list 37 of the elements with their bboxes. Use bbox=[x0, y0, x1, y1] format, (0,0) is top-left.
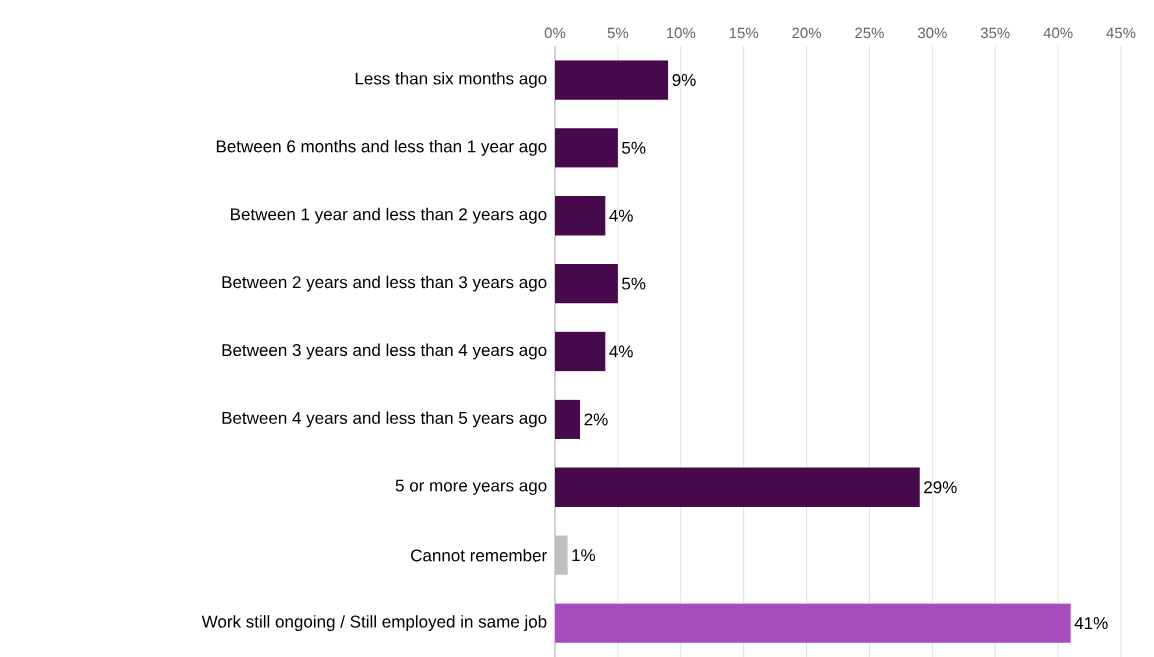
x-tick-label: 45% bbox=[1106, 27, 1136, 39]
data-label: 1% bbox=[572, 549, 596, 562]
x-tick-label: 35% bbox=[980, 27, 1010, 39]
bar bbox=[555, 263, 618, 304]
data-label: 5% bbox=[622, 277, 646, 290]
x-tick-label: 0% bbox=[544, 27, 566, 39]
x-tick-label: 30% bbox=[917, 27, 947, 39]
bar bbox=[555, 331, 606, 372]
x-tick-label: 10% bbox=[666, 27, 696, 39]
data-label: 29% bbox=[924, 481, 957, 494]
bar bbox=[555, 399, 581, 440]
data-label: 4% bbox=[609, 345, 633, 358]
y-tick-label: 5 or more years ago bbox=[395, 479, 547, 495]
x-tick-label: 5% bbox=[607, 27, 629, 39]
bar bbox=[555, 467, 920, 507]
data-label: 4% bbox=[609, 209, 633, 222]
data-label: 2% bbox=[584, 413, 608, 426]
data-label: 9% bbox=[672, 73, 696, 86]
bar bbox=[555, 60, 669, 100]
x-tick-label: 20% bbox=[792, 27, 822, 39]
data-label: 5% bbox=[622, 141, 646, 154]
y-tick-label: Less than six months ago bbox=[355, 72, 547, 88]
x-tick-label: 15% bbox=[729, 27, 759, 39]
bar bbox=[555, 535, 568, 575]
y-tick-label: Between 2 years and less than 3 years ago bbox=[222, 275, 547, 292]
y-tick-label: Between 4 years and less than 5 years ago bbox=[222, 411, 547, 428]
y-tick-label: Cannot remember bbox=[411, 548, 547, 562]
x-tick-label: 40% bbox=[1043, 27, 1073, 39]
bar bbox=[555, 603, 1071, 643]
data-label: 41% bbox=[1074, 617, 1108, 630]
y-tick-label: Between 6 months and less than 1 year ago bbox=[216, 139, 547, 156]
y-tick-label: Between 1 year and less than 2 years ago bbox=[231, 207, 547, 224]
bar bbox=[555, 196, 606, 236]
x-tick-label: 25% bbox=[855, 27, 884, 39]
y-tick-label: Between 3 years and less than 4 years ago bbox=[222, 343, 547, 360]
bar bbox=[555, 128, 618, 168]
y-tick-label: Work still ongoing / Still employed in same job bbox=[201, 615, 547, 631]
